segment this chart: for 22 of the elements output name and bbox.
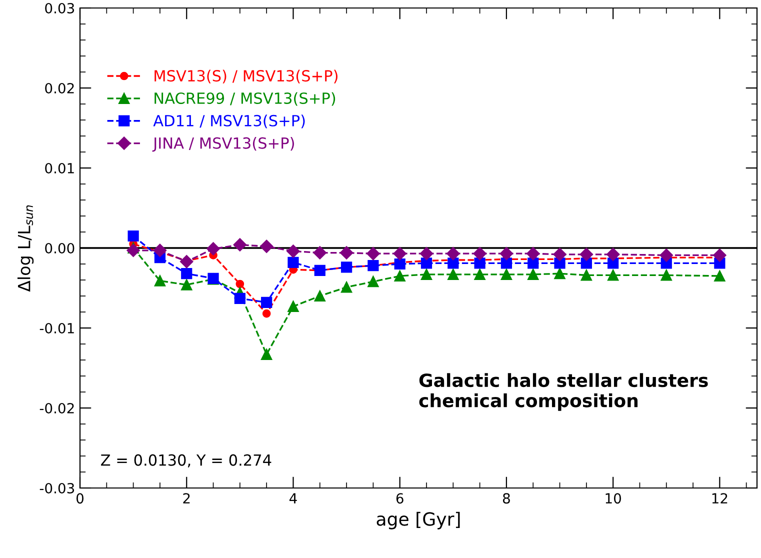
y-tick-label: -0.03: [40, 482, 74, 494]
y-tick-label: 0.00: [45, 242, 74, 254]
y-tick-label: -0.01: [40, 322, 74, 334]
x-tick-label: 8: [502, 493, 510, 504]
legend-label: AD11 / MSV13(S+P): [153, 114, 305, 128]
annotation: Galactic halo stellar clusters chemical composition: [419, 373, 708, 411]
y-tick-label: -0.02: [40, 402, 74, 414]
y-tick-label: 0.02: [45, 82, 74, 94]
legend-label: NACRE99 / MSV13(S+P): [154, 92, 336, 106]
x-axis-title: age [Gyr]: [376, 512, 460, 530]
x-tick-label: 12: [712, 493, 728, 504]
y-tick-label: 0.01: [45, 162, 74, 174]
annotation: Z = 0.0130, Y = 0.274: [101, 454, 272, 468]
x-tick-label: 4: [289, 493, 297, 504]
y-tick-label: 0.03: [45, 2, 74, 14]
x-tick-label: 6: [396, 493, 404, 504]
legend-label: JINA / MSV13(S+P): [152, 137, 294, 152]
y-axis-title: Δlog L/L$_{sun}$: [17, 205, 34, 292]
legend-label: MSV13(S) / MSV13(S+P): [154, 70, 338, 84]
x-tick-label: 0: [76, 493, 84, 504]
x-tick-label: 10: [606, 493, 621, 504]
x-tick-label: 2: [183, 493, 190, 504]
